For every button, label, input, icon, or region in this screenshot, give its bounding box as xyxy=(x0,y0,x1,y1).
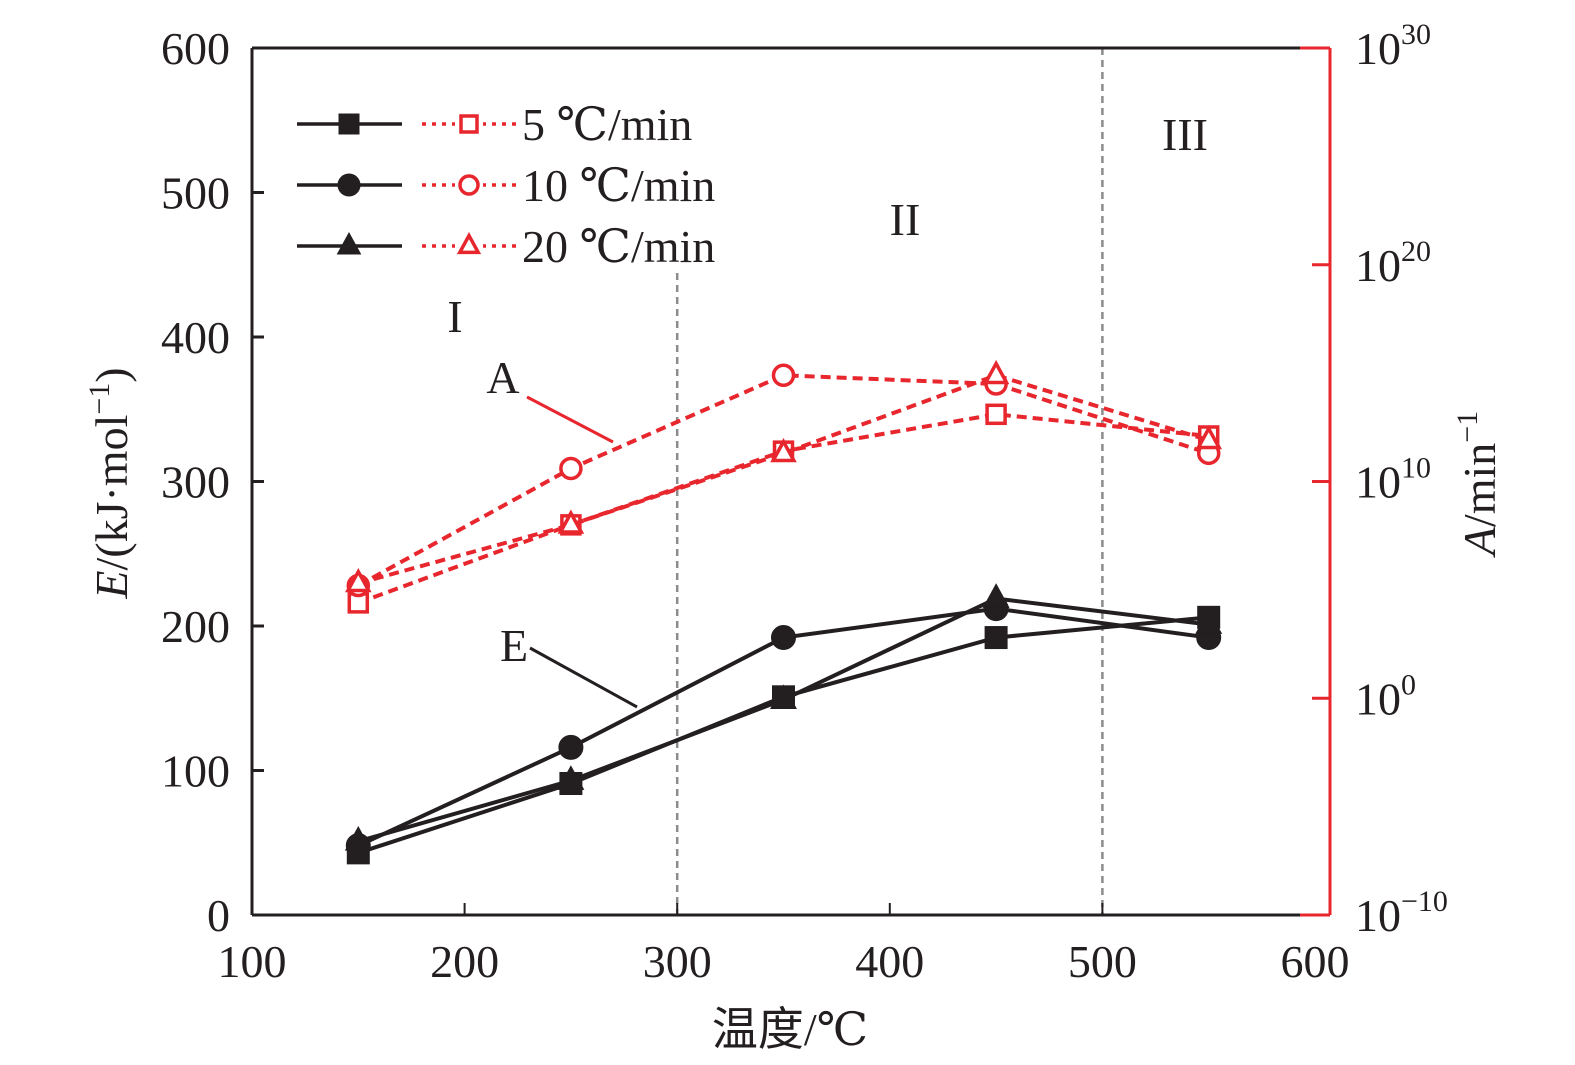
y-axis-title-left: E/(kJ·mol−1) xyxy=(83,367,137,599)
y-tick-label: 300 xyxy=(161,457,230,508)
data-point-circle xyxy=(771,363,796,388)
data-point-triangle xyxy=(770,684,797,709)
data-point-triangle xyxy=(344,568,372,593)
series-a-10-min xyxy=(346,363,1221,598)
legend-marker-open-circle xyxy=(458,174,480,196)
series-line xyxy=(357,373,1210,588)
callout-label: E xyxy=(500,620,528,671)
data-point-triangle xyxy=(1195,424,1223,450)
data-point-triangle xyxy=(344,825,372,851)
series-e-20-min xyxy=(344,583,1223,851)
legend: 5 ℃/min 10 ℃/min 20 ℃/min xyxy=(297,99,715,272)
legend-label: 5 ℃/min xyxy=(522,99,692,150)
legend-label: 10 ℃/min xyxy=(522,160,715,211)
series-a-20-min xyxy=(344,359,1223,593)
y-tick-label: 500 xyxy=(161,168,230,219)
x-tick-label: 100 xyxy=(218,936,287,987)
y-tick-label: 0 xyxy=(207,890,230,941)
legend-marker-open-triangle xyxy=(456,231,482,255)
x-tick-label: 400 xyxy=(855,936,924,987)
callout-label: A xyxy=(486,352,519,403)
y-tick-label: 200 xyxy=(161,601,230,652)
y-right-tick-label: 1020 xyxy=(1355,235,1431,291)
data-point-triangle xyxy=(770,437,797,463)
region-label: II xyxy=(890,194,921,245)
region-label: I xyxy=(447,291,462,342)
x-tick-label: 300 xyxy=(643,936,712,987)
region-label: III xyxy=(1162,109,1208,160)
legend-entry: 10 ℃/min xyxy=(297,160,715,211)
axes xyxy=(250,46,1332,917)
data-point-triangle xyxy=(982,583,1010,608)
legend-marker-filled-triangle xyxy=(336,231,362,255)
legend-label: 20 ℃/min xyxy=(522,221,715,272)
callout-leader-e xyxy=(529,646,638,709)
callout-leader-a xyxy=(526,395,614,444)
series-line xyxy=(357,373,1210,586)
x-axis-title: 温度/℃ xyxy=(712,1004,868,1055)
data-point-square xyxy=(984,626,1008,650)
data-point-triangle xyxy=(1195,609,1223,634)
series-e-10-min xyxy=(345,596,1222,859)
x-tick-label: 600 xyxy=(1281,936,1350,987)
legend-marker-filled-square xyxy=(338,113,360,135)
y-right-tick-label: 1030 xyxy=(1355,18,1431,74)
y-tick-label: 600 xyxy=(161,23,230,74)
data-point-square xyxy=(985,403,1007,426)
y-tick-label: 400 xyxy=(161,312,230,363)
x-tick-label: 500 xyxy=(1068,936,1137,987)
y-right-tick-label: 100 xyxy=(1355,668,1416,724)
data-point-triangle xyxy=(557,509,585,534)
data-point-circle xyxy=(558,734,584,760)
legend-entry: 5 ℃/min xyxy=(297,99,692,150)
y-right-tick-label: 1010 xyxy=(1355,452,1431,508)
series-a-5-min xyxy=(347,403,1220,614)
region-dividers xyxy=(675,48,1104,915)
y-tick-label: 100 xyxy=(161,746,230,797)
data-point-triangle xyxy=(557,765,585,790)
data-point-triangle xyxy=(982,359,1010,385)
legend-marker-filled-circle xyxy=(337,173,361,197)
data-point-circle xyxy=(559,456,583,481)
data-point-circle xyxy=(771,625,796,651)
series-layer xyxy=(344,359,1223,865)
series-line xyxy=(357,615,1209,855)
y-right-tick-label: 10−10 xyxy=(1355,885,1448,941)
legend-marker-open-square xyxy=(459,114,479,134)
legend-entry: 20 ℃/min xyxy=(297,221,715,272)
y-axis-title-right: A/min−1 xyxy=(1451,411,1505,558)
x-tick-label: 200 xyxy=(430,936,499,987)
